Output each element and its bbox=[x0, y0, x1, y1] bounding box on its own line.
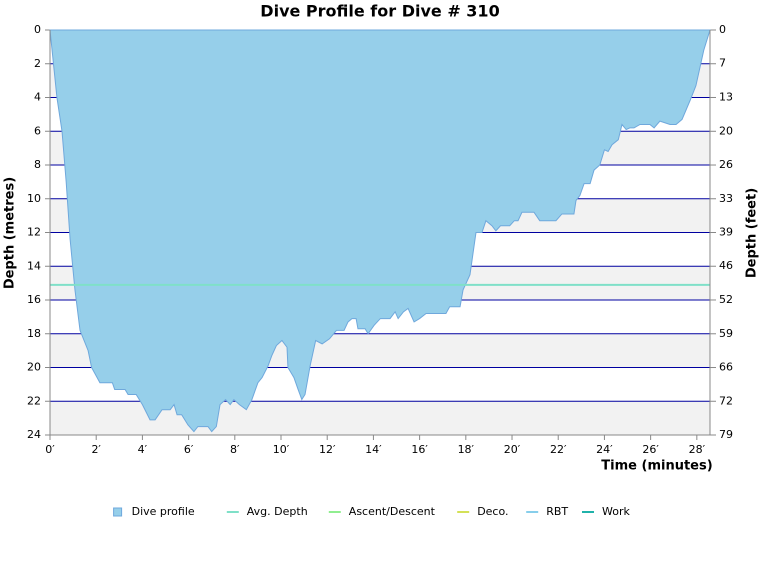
y2-tick-label: 39 bbox=[719, 226, 733, 239]
y2-axis-label: Depth (feet) bbox=[745, 188, 760, 278]
x-tick-label: 10′ bbox=[273, 443, 290, 456]
x-tick-label: 28′ bbox=[689, 443, 706, 456]
y2-tick-label: 72 bbox=[719, 394, 733, 407]
y-tick-label: 2 bbox=[34, 57, 41, 70]
y-tick-label: 4 bbox=[34, 91, 41, 104]
y2-tick-label: 20 bbox=[719, 124, 733, 137]
y2-tick-label: 7 bbox=[719, 57, 726, 70]
x-axis-label: Time (minutes) bbox=[601, 459, 712, 474]
legend-marker bbox=[113, 507, 123, 517]
legend-label: Work bbox=[602, 505, 630, 518]
x-tick-label: 24′ bbox=[596, 443, 613, 456]
y2-tick-label: 46 bbox=[719, 259, 733, 272]
x-tick-label: 26′ bbox=[642, 443, 659, 456]
x-tick-label: 0′ bbox=[45, 443, 55, 456]
x-tick-label: 18′ bbox=[458, 443, 475, 456]
y2-tick-label: 0 bbox=[719, 23, 726, 36]
legend-label: Dive profile bbox=[132, 505, 195, 518]
y2-tick-label: 52 bbox=[719, 293, 733, 306]
y-tick-label: 20 bbox=[27, 361, 41, 374]
y2-tick-label: 59 bbox=[719, 327, 733, 340]
x-tick-label: 2′ bbox=[91, 443, 101, 456]
y-tick-label: 14 bbox=[27, 259, 41, 272]
y-tick-label: 10 bbox=[27, 192, 41, 205]
y2-tick-label: 33 bbox=[719, 192, 733, 205]
x-tick-label: 20′ bbox=[504, 443, 521, 456]
chart-title: Dive Profile for Dive # 310 bbox=[260, 2, 499, 21]
x-tick-label: 12′ bbox=[319, 443, 336, 456]
x-tick-label: 22′ bbox=[550, 443, 567, 456]
legend-label: Deco. bbox=[477, 505, 508, 518]
y-tick-label: 24 bbox=[27, 428, 41, 441]
x-tick-label: 14′ bbox=[365, 443, 382, 456]
y-tick-label: 22 bbox=[27, 394, 41, 407]
y-tick-label: 12 bbox=[27, 226, 41, 239]
x-tick-label: 6′ bbox=[184, 443, 194, 456]
y-tick-label: 8 bbox=[34, 158, 41, 171]
y-tick-label: 16 bbox=[27, 293, 41, 306]
y2-tick-label: 79 bbox=[719, 428, 733, 441]
dive-profile-area bbox=[49, 29, 711, 433]
y2-tick-label: 13 bbox=[719, 90, 733, 103]
y-tick-label: 6 bbox=[34, 124, 41, 137]
x-tick-label: 16′ bbox=[411, 443, 428, 456]
x-tick-label: 4′ bbox=[138, 443, 148, 456]
y2-tick-label: 66 bbox=[719, 361, 733, 374]
y-tick-label: 0 bbox=[34, 23, 41, 36]
y2-tick-label: 26 bbox=[719, 158, 733, 171]
y-axis-label: Depth (metres) bbox=[3, 177, 18, 289]
y-tick-label: 18 bbox=[27, 327, 41, 340]
legend-label: Ascent/Descent bbox=[349, 505, 436, 518]
legend-label: Avg. Depth bbox=[247, 505, 308, 518]
legend-label: RBT bbox=[546, 505, 568, 518]
x-tick-label: 8′ bbox=[230, 443, 240, 456]
